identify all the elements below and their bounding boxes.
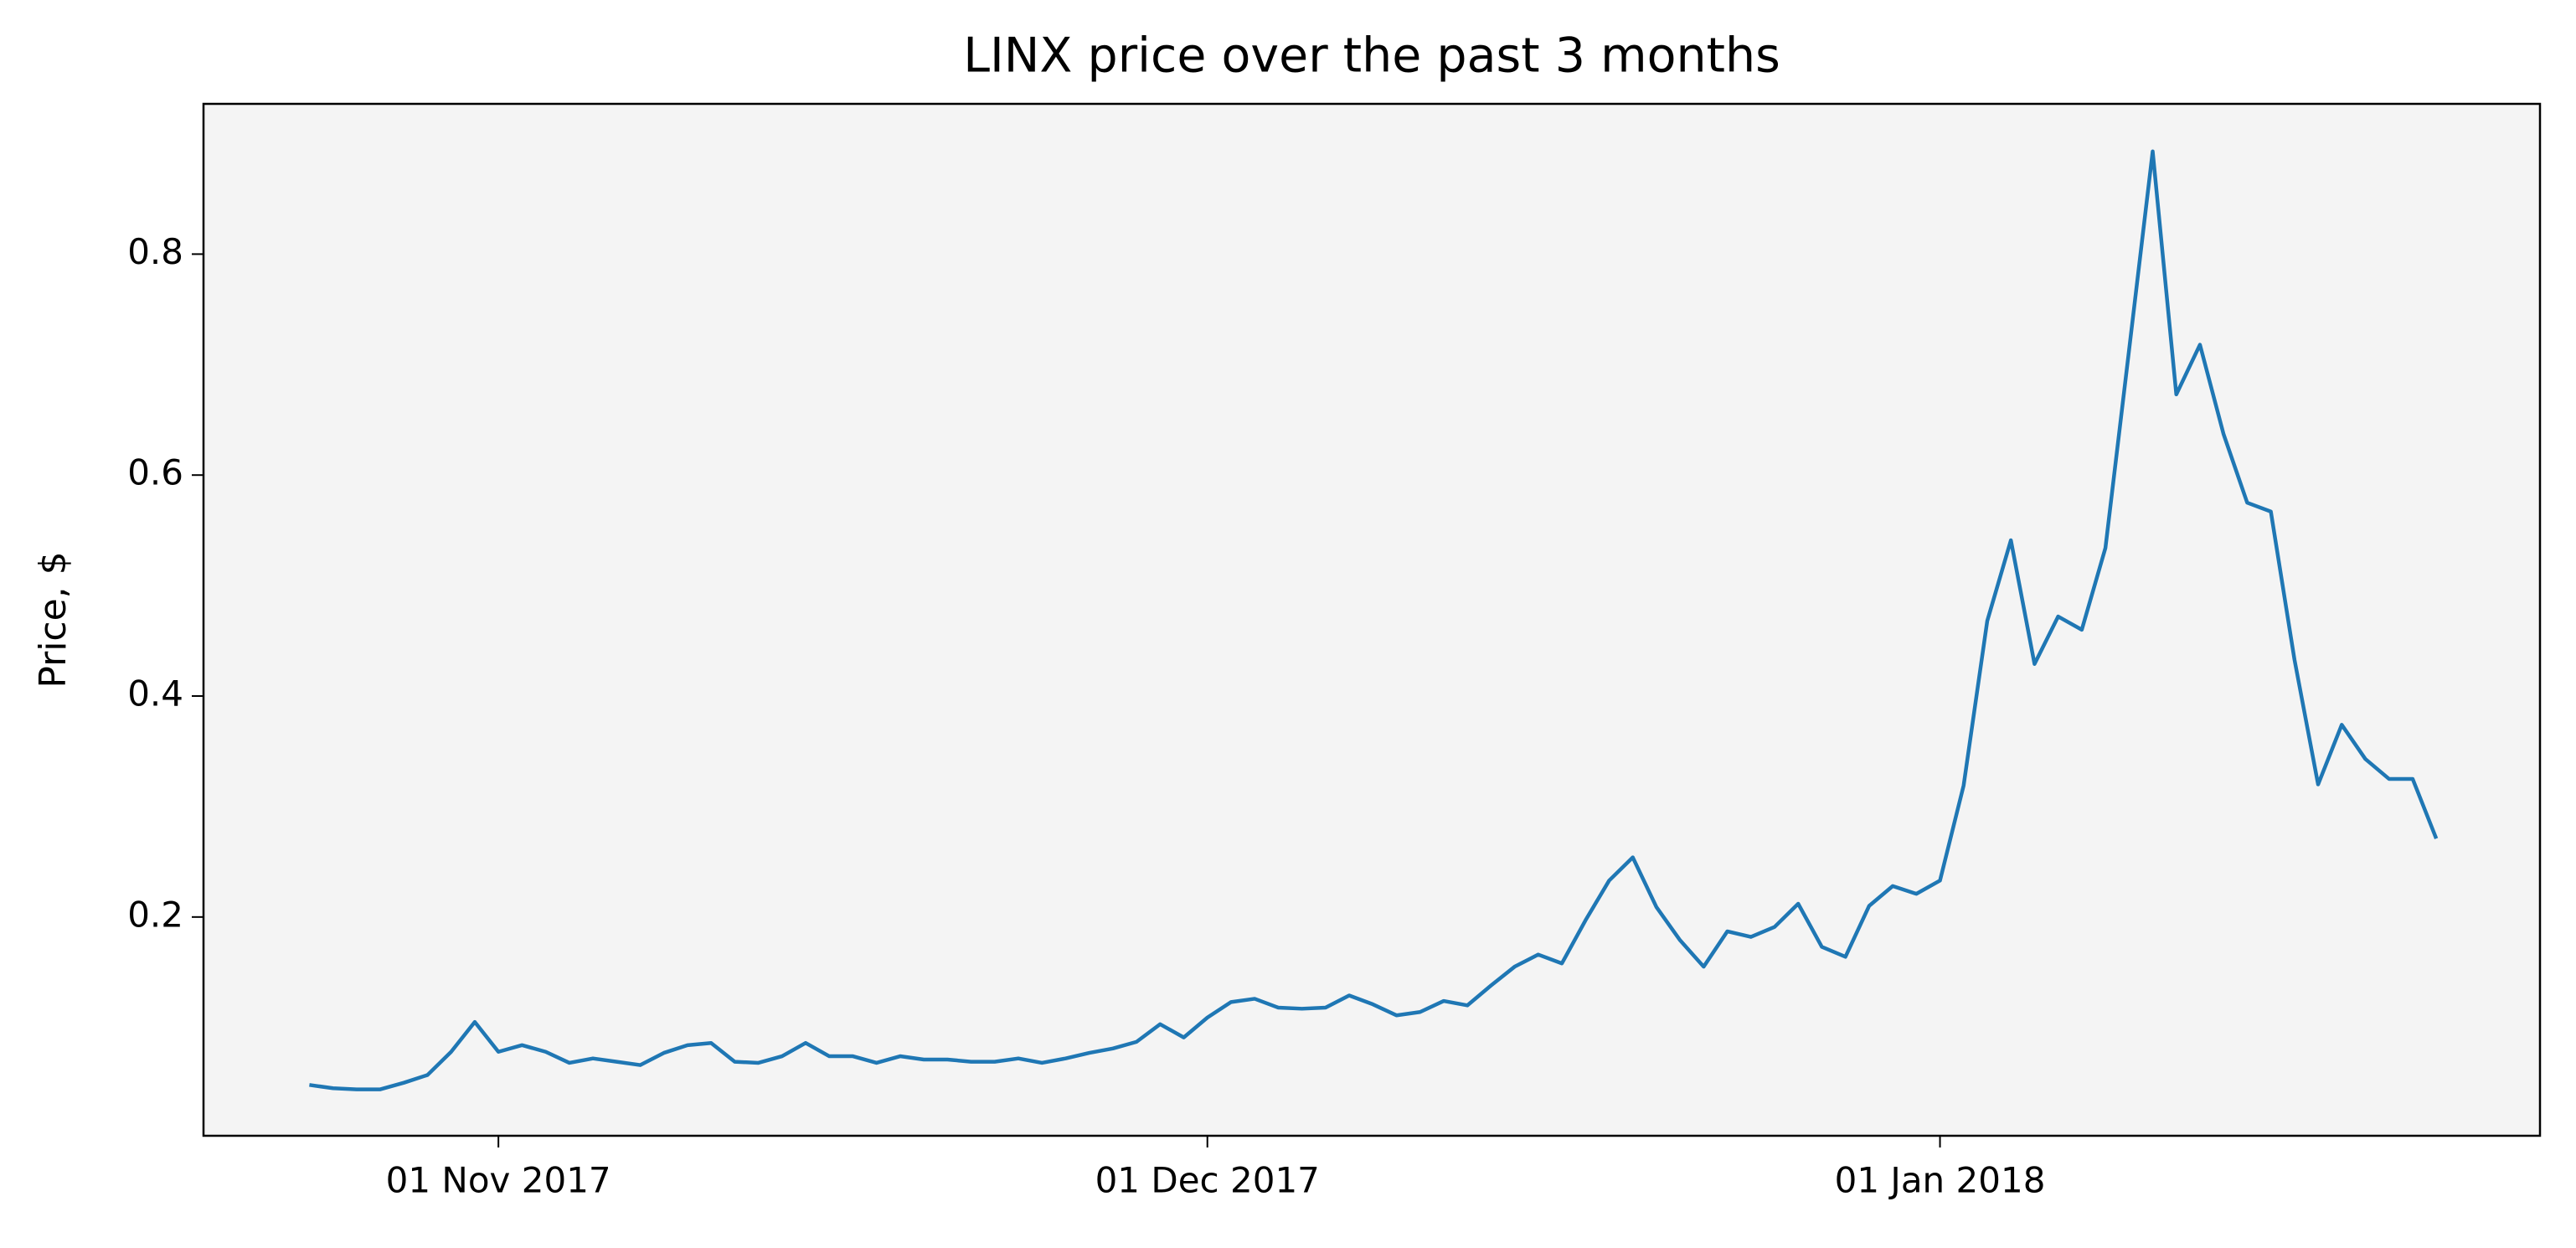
x-tick-label: 01 Nov 2017	[386, 1160, 611, 1201]
y-tick-label: 0.4	[127, 673, 183, 714]
y-tick-label: 0.8	[127, 231, 183, 272]
y-tick-label: 0.2	[127, 894, 183, 935]
chart-title: LINX price over the past 3 months	[963, 28, 1780, 84]
y-tick-label: 0.6	[127, 452, 183, 493]
plot-background	[204, 104, 2540, 1136]
price-line	[309, 149, 2439, 1091]
x-tick-label: 01 Dec 2017	[1095, 1160, 1320, 1201]
x-tick-label: 01 Jan 2018	[1835, 1160, 2046, 1201]
y-axis-label: Price, $	[32, 551, 75, 688]
plot-frame	[202, 102, 2542, 1137]
